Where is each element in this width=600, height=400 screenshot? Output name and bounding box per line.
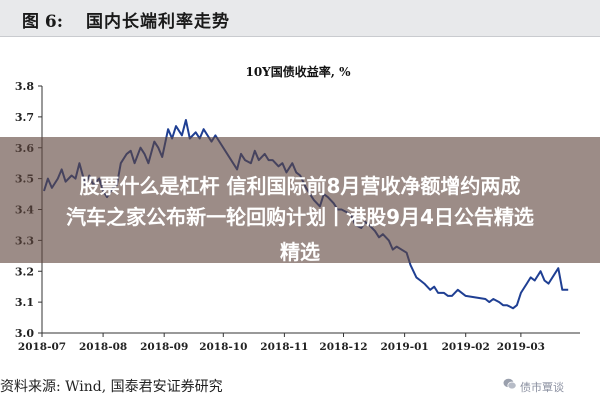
news-overlay-banner[interactable]: 股票什么是杠杆 信利国际前8月营收净额增约两成 汽车之家公布新一轮回购计划丨港股…: [0, 137, 600, 263]
y-tick-label: 3.2: [15, 265, 34, 278]
y-tick-label: 3.7: [15, 111, 34, 124]
overlay-headline-1[interactable]: 股票什么是杠杆 信利国际前8月营收净额增约两成: [79, 174, 521, 198]
y-tick-label: 3.0: [15, 327, 34, 340]
x-tick-label: 2019-02: [442, 341, 490, 353]
figure-title: 国内长端利率走势: [86, 12, 230, 32]
x-tick-label: 2018-11: [260, 341, 308, 353]
x-tick-label: 2018-12: [319, 341, 367, 353]
y-tick-label: 3.8: [15, 80, 34, 93]
x-tick-label: 2018-09: [140, 341, 188, 353]
x-tick-label: 2018-07: [18, 341, 66, 353]
source-text: 资料来源: Wind, 国泰君安证券研究: [0, 379, 223, 395]
x-tick-label: 2018-10: [199, 341, 247, 353]
overlay-headline-2[interactable]: 汽车之家公布新一轮回购计划丨港股9月4日公告精选: [66, 205, 534, 229]
source-line: 资料来源: Wind, 国泰君安证券研究 债市覃谈: [0, 372, 600, 400]
overlay-headline-3[interactable]: 精选: [280, 240, 320, 263]
wechat-icon: [503, 378, 517, 390]
x-tick-label: 2019-01: [381, 341, 429, 353]
x-tick-label: 2019-03: [497, 341, 545, 353]
y-tick-label: 3.1: [15, 296, 34, 309]
figure-number: 图 6:: [22, 12, 64, 32]
watermark-text: 债市覃谈: [520, 381, 564, 394]
x-tick-label: 2018-08: [79, 341, 127, 353]
chart-title: 10Y国债收益率, %: [245, 64, 351, 79]
figure-header: 图 6: 国内长端利率走势: [0, 0, 600, 37]
